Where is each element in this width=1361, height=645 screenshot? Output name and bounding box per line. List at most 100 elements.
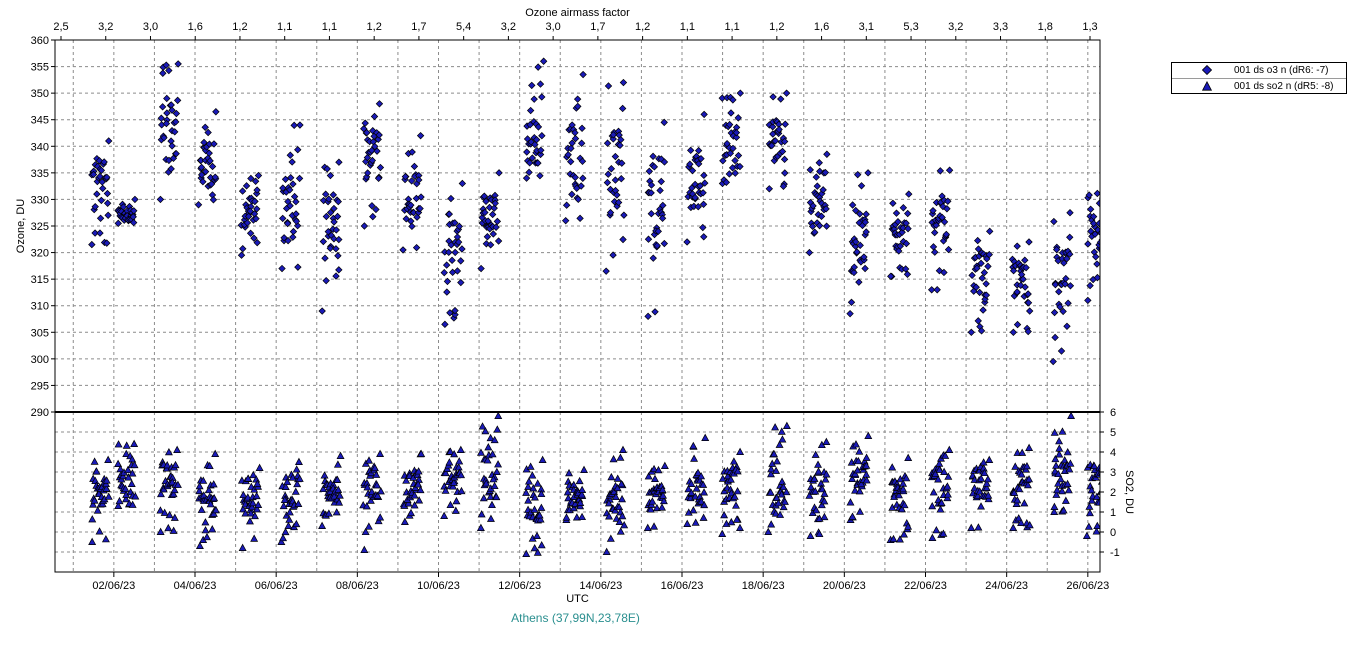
- ozone-point: [446, 309, 454, 317]
- so2-tick-label: 6: [1110, 407, 1116, 419]
- so2-point: [537, 503, 546, 511]
- ozone-point: [644, 312, 652, 321]
- ozone-point: [1066, 209, 1074, 217]
- so2-point: [862, 453, 871, 461]
- ozone-point: [103, 189, 112, 198]
- so2-point: [201, 526, 210, 534]
- ozone-point: [174, 60, 182, 68]
- ozone-point: [292, 217, 301, 226]
- ozone-point: [538, 132, 546, 140]
- ozone-point: [974, 236, 982, 245]
- ozone-point: [856, 210, 864, 218]
- so2-point: [239, 504, 248, 513]
- ozone-point: [252, 214, 260, 223]
- diamond-marker-icon: [1202, 65, 1212, 75]
- so2-point: [122, 449, 131, 457]
- so2-point: [732, 501, 740, 509]
- ozone-point: [522, 174, 531, 182]
- airmass-tick-label: 3,0: [143, 21, 158, 33]
- ozone-point: [611, 176, 620, 184]
- ozone-point: [323, 165, 331, 173]
- so2-point: [606, 534, 615, 542]
- ozone-tick-label: 315: [31, 274, 49, 286]
- ozone-point: [294, 263, 302, 271]
- ozone-point: [1050, 308, 1059, 317]
- so2-point: [697, 472, 706, 480]
- ozone-point: [490, 204, 498, 212]
- ozone-point: [104, 211, 112, 220]
- so2-point: [169, 526, 178, 534]
- ozone-point: [864, 169, 872, 177]
- ozone-point: [334, 252, 342, 260]
- so2-point: [455, 457, 464, 465]
- ozone-point: [729, 96, 737, 104]
- ozone-point: [197, 163, 206, 172]
- ozone-point: [1055, 288, 1063, 296]
- ozone-point: [904, 209, 912, 218]
- ozone-point: [451, 248, 459, 257]
- ozone-point: [253, 186, 261, 194]
- ozone-point: [852, 238, 860, 246]
- ozone-tick-label: 345: [31, 115, 49, 127]
- ozone-point: [974, 317, 982, 325]
- ozone-point: [1085, 191, 1093, 199]
- so2-point: [941, 451, 950, 459]
- ozone-point: [1025, 238, 1033, 246]
- so2-point: [119, 471, 128, 480]
- so2-point: [774, 499, 783, 507]
- ozone-point: [485, 203, 494, 212]
- ozone-point: [534, 63, 542, 71]
- ozone-point: [530, 95, 538, 103]
- ozone-point: [1062, 274, 1070, 283]
- so2-point: [245, 517, 254, 525]
- so2-point: [1087, 486, 1096, 494]
- so2-point: [1011, 462, 1020, 470]
- so2-point: [370, 463, 379, 472]
- so2-point: [1056, 474, 1065, 483]
- ozone-point: [162, 61, 170, 69]
- ozone-point: [402, 215, 410, 223]
- ozone-point: [781, 169, 789, 177]
- so2-point: [767, 520, 776, 528]
- so2-point: [780, 497, 789, 505]
- so2-point: [936, 505, 945, 513]
- so2-point: [476, 523, 485, 531]
- ozone-point: [332, 245, 340, 253]
- ozone-point: [562, 201, 571, 209]
- ozone-point: [1051, 280, 1060, 289]
- ozone-point: [334, 197, 342, 206]
- date-tick-label: 24/06/23: [985, 580, 1028, 592]
- so2-point: [689, 441, 698, 450]
- so2-point: [862, 476, 871, 484]
- so2-point: [122, 441, 131, 449]
- ozone-point: [491, 199, 499, 208]
- so2-point: [820, 512, 829, 521]
- so2-point: [376, 449, 385, 457]
- ozone-point: [568, 190, 576, 199]
- ozone-point: [699, 223, 707, 232]
- ozone-point: [98, 178, 106, 186]
- so2-point: [602, 547, 611, 555]
- so2-point: [815, 529, 824, 538]
- so2-point: [864, 431, 873, 439]
- ozone-point: [734, 114, 742, 122]
- so2-point: [782, 421, 791, 429]
- ozone-point: [197, 171, 206, 179]
- so2-point: [104, 455, 113, 463]
- airmass-tick-label: 1,2: [769, 21, 784, 33]
- so2-point: [241, 509, 250, 517]
- ozone-point: [822, 222, 831, 230]
- so2-point: [452, 496, 461, 505]
- ozone-point: [200, 138, 208, 147]
- ozone-point: [206, 157, 214, 165]
- ozone-point: [781, 120, 789, 128]
- ozone-point: [929, 206, 937, 215]
- so2-point: [524, 496, 533, 504]
- so2-point: [855, 447, 864, 455]
- ozone-point: [157, 114, 165, 122]
- ozone-point: [1013, 320, 1022, 329]
- ozone-tick-label: 290: [31, 407, 49, 419]
- so2-point: [247, 502, 256, 511]
- so2-point: [807, 482, 816, 491]
- so2-point: [530, 493, 539, 501]
